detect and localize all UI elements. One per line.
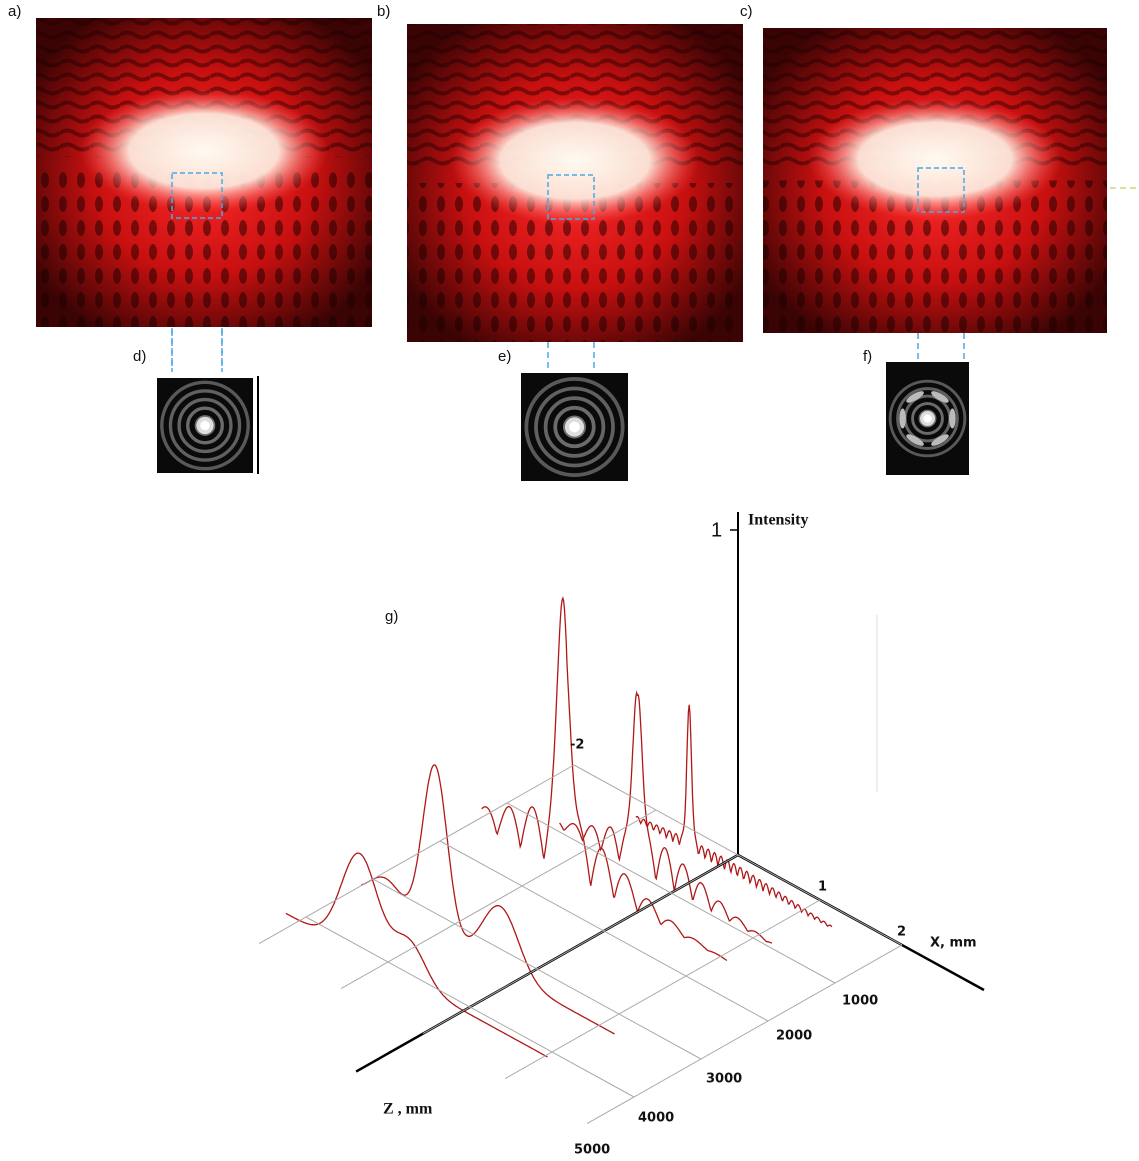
photo-core xyxy=(451,97,700,224)
axis-label: Intensity xyxy=(748,512,808,529)
profile xyxy=(482,598,727,960)
panel-label: d) xyxy=(133,348,146,365)
lobe xyxy=(949,409,956,429)
profile xyxy=(286,853,548,1057)
profile xyxy=(560,693,772,943)
grid xyxy=(341,810,656,989)
photo-core xyxy=(808,98,1063,220)
tick-label: -2 xyxy=(570,738,584,753)
thumbnail xyxy=(157,378,253,473)
panel-label: b) xyxy=(377,3,390,20)
core-hi xyxy=(569,422,580,433)
axis-label: X, mm xyxy=(930,936,977,951)
lobe xyxy=(899,409,906,429)
axis-label: Z , mm xyxy=(383,1101,433,1118)
panel-label: g) xyxy=(385,608,398,625)
tick-label: 3000 xyxy=(706,1072,742,1087)
photo xyxy=(763,28,1107,333)
grid xyxy=(587,945,902,1124)
grid xyxy=(423,855,738,1034)
figure: a) b) c) d) e) f) g) Intensity 1 X, mm Z… xyxy=(0,0,1139,1161)
panel-label: f) xyxy=(863,348,872,365)
core-hi xyxy=(923,414,931,422)
tick-label: 1000 xyxy=(842,994,878,1009)
tick-label: 1 xyxy=(711,519,722,541)
panel-label: e) xyxy=(498,348,511,365)
panel-label: a) xyxy=(8,3,21,20)
panel-label: c) xyxy=(740,3,753,20)
photo-core xyxy=(80,89,329,213)
tick-label: 5000 xyxy=(574,1143,610,1158)
profile xyxy=(636,705,832,927)
grid xyxy=(259,765,574,944)
grid xyxy=(505,900,820,1079)
thumbnail xyxy=(886,362,969,475)
tick-label: 2 xyxy=(897,925,906,940)
thumbnail xyxy=(521,373,628,481)
photo xyxy=(407,24,743,342)
core-hi xyxy=(200,421,210,431)
tick-label: 2000 xyxy=(776,1029,812,1044)
page: {"panels": {"a": "a)", "b": "b)", "c": "… xyxy=(0,0,1139,1161)
photo xyxy=(36,18,372,327)
tick-label: 4000 xyxy=(638,1111,674,1126)
tick-label: 1 xyxy=(818,880,827,895)
